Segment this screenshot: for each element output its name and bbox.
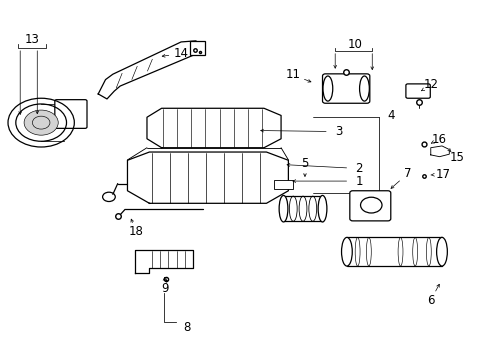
Text: 13: 13 [24,32,39,46]
FancyBboxPatch shape [55,100,87,129]
Text: 7: 7 [403,167,411,180]
Text: 18: 18 [128,225,143,238]
Polygon shape [430,146,448,157]
Text: 8: 8 [183,321,190,334]
Ellipse shape [341,237,351,266]
Polygon shape [127,152,288,203]
Text: 6: 6 [426,294,434,307]
Ellipse shape [359,76,368,101]
Text: 2: 2 [355,162,362,175]
Text: 14: 14 [173,47,188,60]
Text: 9: 9 [161,282,168,295]
Ellipse shape [279,195,287,222]
Polygon shape [98,41,203,99]
Polygon shape [135,250,193,273]
Circle shape [24,110,58,135]
Text: 5: 5 [301,157,308,170]
Text: 11: 11 [285,68,300,81]
Bar [273,180,293,189]
Ellipse shape [436,237,447,266]
Text: 12: 12 [423,78,438,91]
Bar [189,41,204,55]
Ellipse shape [323,76,332,101]
Bar [346,237,441,266]
Polygon shape [41,104,64,141]
Polygon shape [147,108,281,148]
FancyBboxPatch shape [405,84,429,98]
Text: 3: 3 [334,125,342,138]
Text: 16: 16 [431,132,446,145]
Text: 4: 4 [386,109,394,122]
Text: 1: 1 [355,175,362,188]
FancyBboxPatch shape [349,191,390,221]
Text: 10: 10 [346,38,362,51]
Ellipse shape [318,195,326,222]
Text: 17: 17 [435,168,450,181]
FancyBboxPatch shape [322,74,369,103]
Text: 15: 15 [448,151,463,164]
